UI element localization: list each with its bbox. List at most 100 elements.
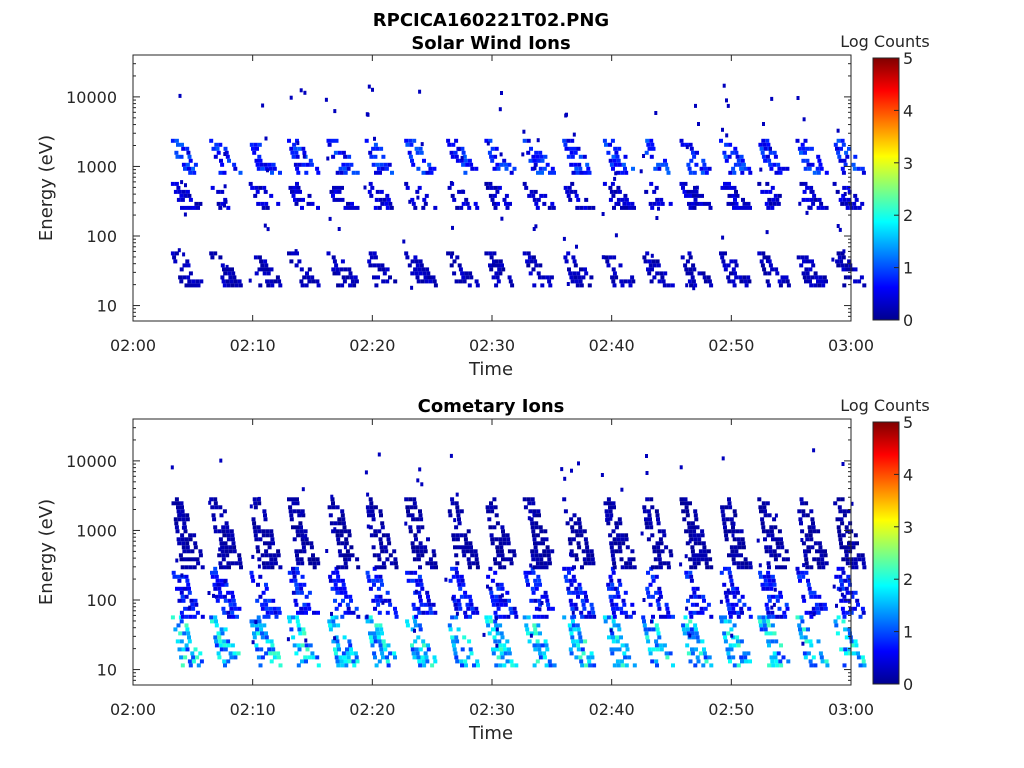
heatmap-cell xyxy=(533,627,538,632)
heatmap-cell xyxy=(264,201,269,206)
heatmap-cell xyxy=(777,166,782,171)
heatmap-cell xyxy=(744,283,749,288)
heatmap-cell xyxy=(775,197,780,202)
heatmap-cell xyxy=(309,541,314,546)
heatmap-cell xyxy=(332,259,337,264)
heatmap-cell xyxy=(418,598,423,603)
heatmap-cell xyxy=(620,197,625,202)
heatmap-cell xyxy=(225,525,230,530)
heatmap-cell xyxy=(771,537,775,542)
heatmap-cell xyxy=(256,655,261,660)
heatmap-cell xyxy=(212,593,215,598)
heatmap-cell xyxy=(816,170,821,175)
heatmap-cell xyxy=(587,659,592,664)
heatmap-cell xyxy=(849,205,854,210)
heatmap-cell xyxy=(647,146,652,151)
heatmap-cell xyxy=(297,627,302,632)
heatmap-cell xyxy=(467,283,472,288)
heatmap-cell xyxy=(807,586,812,591)
heatmap-cell xyxy=(217,553,222,558)
heatmap-cell xyxy=(214,643,219,648)
heatmap-cell xyxy=(410,643,414,648)
heatmap-cell xyxy=(775,537,779,542)
heatmap-cell xyxy=(536,614,541,619)
heatmap-cell xyxy=(854,565,859,570)
heatmap-cell xyxy=(417,623,422,628)
heatmap-cell xyxy=(175,586,179,591)
heatmap-cell xyxy=(602,181,607,186)
heatmap-cell xyxy=(335,267,340,272)
heatmap-cell xyxy=(176,623,181,628)
heatmap-cell xyxy=(659,271,664,276)
x-tick-label: 02:10 xyxy=(230,700,276,719)
heatmap-cell xyxy=(735,635,740,640)
heatmap-cell xyxy=(535,561,540,566)
heatmap-cell xyxy=(805,185,810,190)
heatmap-cell xyxy=(819,201,824,206)
heatmap-cell xyxy=(303,655,308,660)
heatmap-cell xyxy=(185,189,190,194)
heatmap-cell xyxy=(301,146,306,151)
heatmap-cell xyxy=(685,574,690,579)
heatmap-cell xyxy=(532,283,537,288)
heatmap-cell xyxy=(425,170,430,175)
heatmap-cell xyxy=(186,582,191,587)
heatmap-cell xyxy=(460,578,465,583)
heatmap-cell xyxy=(342,166,347,171)
heatmap-cell xyxy=(730,602,735,607)
heatmap-cell xyxy=(574,553,579,558)
heatmap-cell xyxy=(590,553,595,558)
heatmap-cell xyxy=(545,275,550,280)
heatmap-cell xyxy=(177,248,181,253)
heatmap-cell xyxy=(614,602,619,607)
heatmap-cell xyxy=(231,271,236,276)
heatmap-cell xyxy=(525,578,530,583)
heatmap-cell xyxy=(681,623,686,628)
heatmap-cell xyxy=(589,275,594,280)
heatmap-cell xyxy=(649,525,654,530)
heatmap-cell xyxy=(650,205,655,210)
heatmap-cell xyxy=(342,279,347,284)
heatmap-cell xyxy=(771,594,775,599)
heatmap-cell xyxy=(230,590,235,595)
heatmap-cell xyxy=(571,639,576,644)
heatmap-cell xyxy=(299,267,304,272)
heatmap-cell xyxy=(626,201,631,206)
heatmap-cell xyxy=(704,557,709,562)
heatmap-cell xyxy=(267,647,272,652)
heatmap-cell xyxy=(193,598,198,603)
heatmap-cell xyxy=(373,205,378,210)
heatmap-cell xyxy=(860,201,865,206)
heatmap-cell xyxy=(378,170,382,175)
heatmap-cell xyxy=(777,553,782,558)
heatmap-cell xyxy=(696,639,701,644)
heatmap-cell xyxy=(349,651,354,656)
heatmap-cell xyxy=(377,529,382,534)
heatmap-cell xyxy=(339,659,344,664)
heatmap-cell xyxy=(372,582,376,587)
heatmap-cell xyxy=(689,537,694,542)
heatmap-cell xyxy=(529,517,534,522)
heatmap-cell xyxy=(798,201,802,206)
heatmap-cell xyxy=(628,565,633,570)
heatmap-cell xyxy=(420,482,424,487)
heatmap-cell xyxy=(350,553,355,558)
heatmap-cell xyxy=(650,574,655,579)
heatmap-cell xyxy=(812,557,817,562)
heatmap-cell xyxy=(248,181,253,186)
heatmap-cell xyxy=(341,150,346,155)
heatmap-cell xyxy=(195,279,200,284)
x-tick-label: 02:40 xyxy=(589,700,635,719)
heatmap-cell xyxy=(264,586,269,591)
heatmap-cell xyxy=(346,655,351,660)
heatmap-cell xyxy=(803,553,808,558)
heatmap-cell xyxy=(500,525,505,530)
heatmap-cell xyxy=(419,545,424,550)
heatmap-cell xyxy=(544,594,549,599)
heatmap-cell xyxy=(406,578,411,583)
heatmap-cell xyxy=(722,263,727,268)
heatmap-cell xyxy=(857,205,862,210)
heatmap-cell xyxy=(229,529,234,534)
heatmap-cell xyxy=(308,561,313,566)
heatmap-cell xyxy=(410,197,415,202)
